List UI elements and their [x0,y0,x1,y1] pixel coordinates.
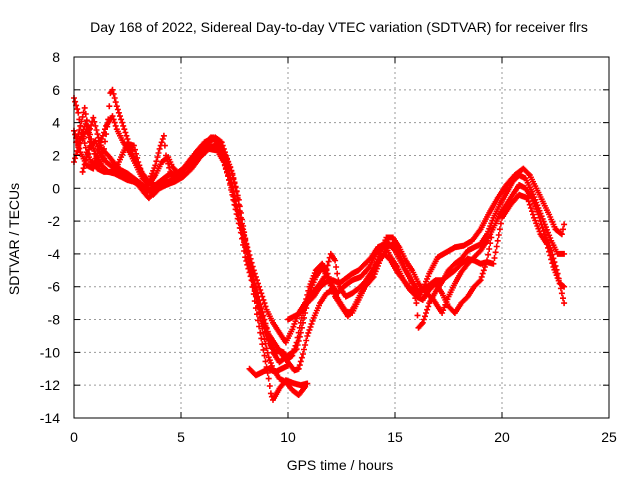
y-tick-label: -4 [48,246,61,262]
series-track-7 [246,234,495,379]
y-tick-label: -14 [40,410,60,426]
y-axis-label: SDTVAR / TECUs [6,183,22,295]
y-tick-label: 2 [52,147,60,163]
y-tick-label: -8 [48,312,61,328]
y-tick-label: 6 [52,82,60,98]
x-tick-label: 15 [387,429,403,445]
x-tick-label: 0 [70,429,78,445]
axis-ticks: 0 5 10 15 20 25 -14 -12 -10 -8 -6 -4 -2 0 2 4 6 8 [40,49,617,445]
y-tick-label: 8 [52,49,60,65]
y-tick-label: -6 [48,279,61,295]
y-tick-label: -2 [48,213,61,229]
plot-frame [73,56,610,419]
data-points [71,86,568,403]
x-axis-label: GPS time / hours [287,457,394,473]
x-tick-label: 5 [177,429,185,445]
data-point-markers [246,234,495,379]
y-tick-label: -12 [40,377,60,393]
y-tick-label: -10 [40,344,60,360]
x-tick-label: 25 [601,429,617,445]
chart-title: Day 168 of 2022, Sidereal Day-to-day VTE… [90,19,588,35]
x-tick-label: 10 [280,429,296,445]
x-tick-label: 20 [494,429,510,445]
y-tick-label: 0 [52,180,60,196]
y-tick-label: 4 [52,115,60,131]
